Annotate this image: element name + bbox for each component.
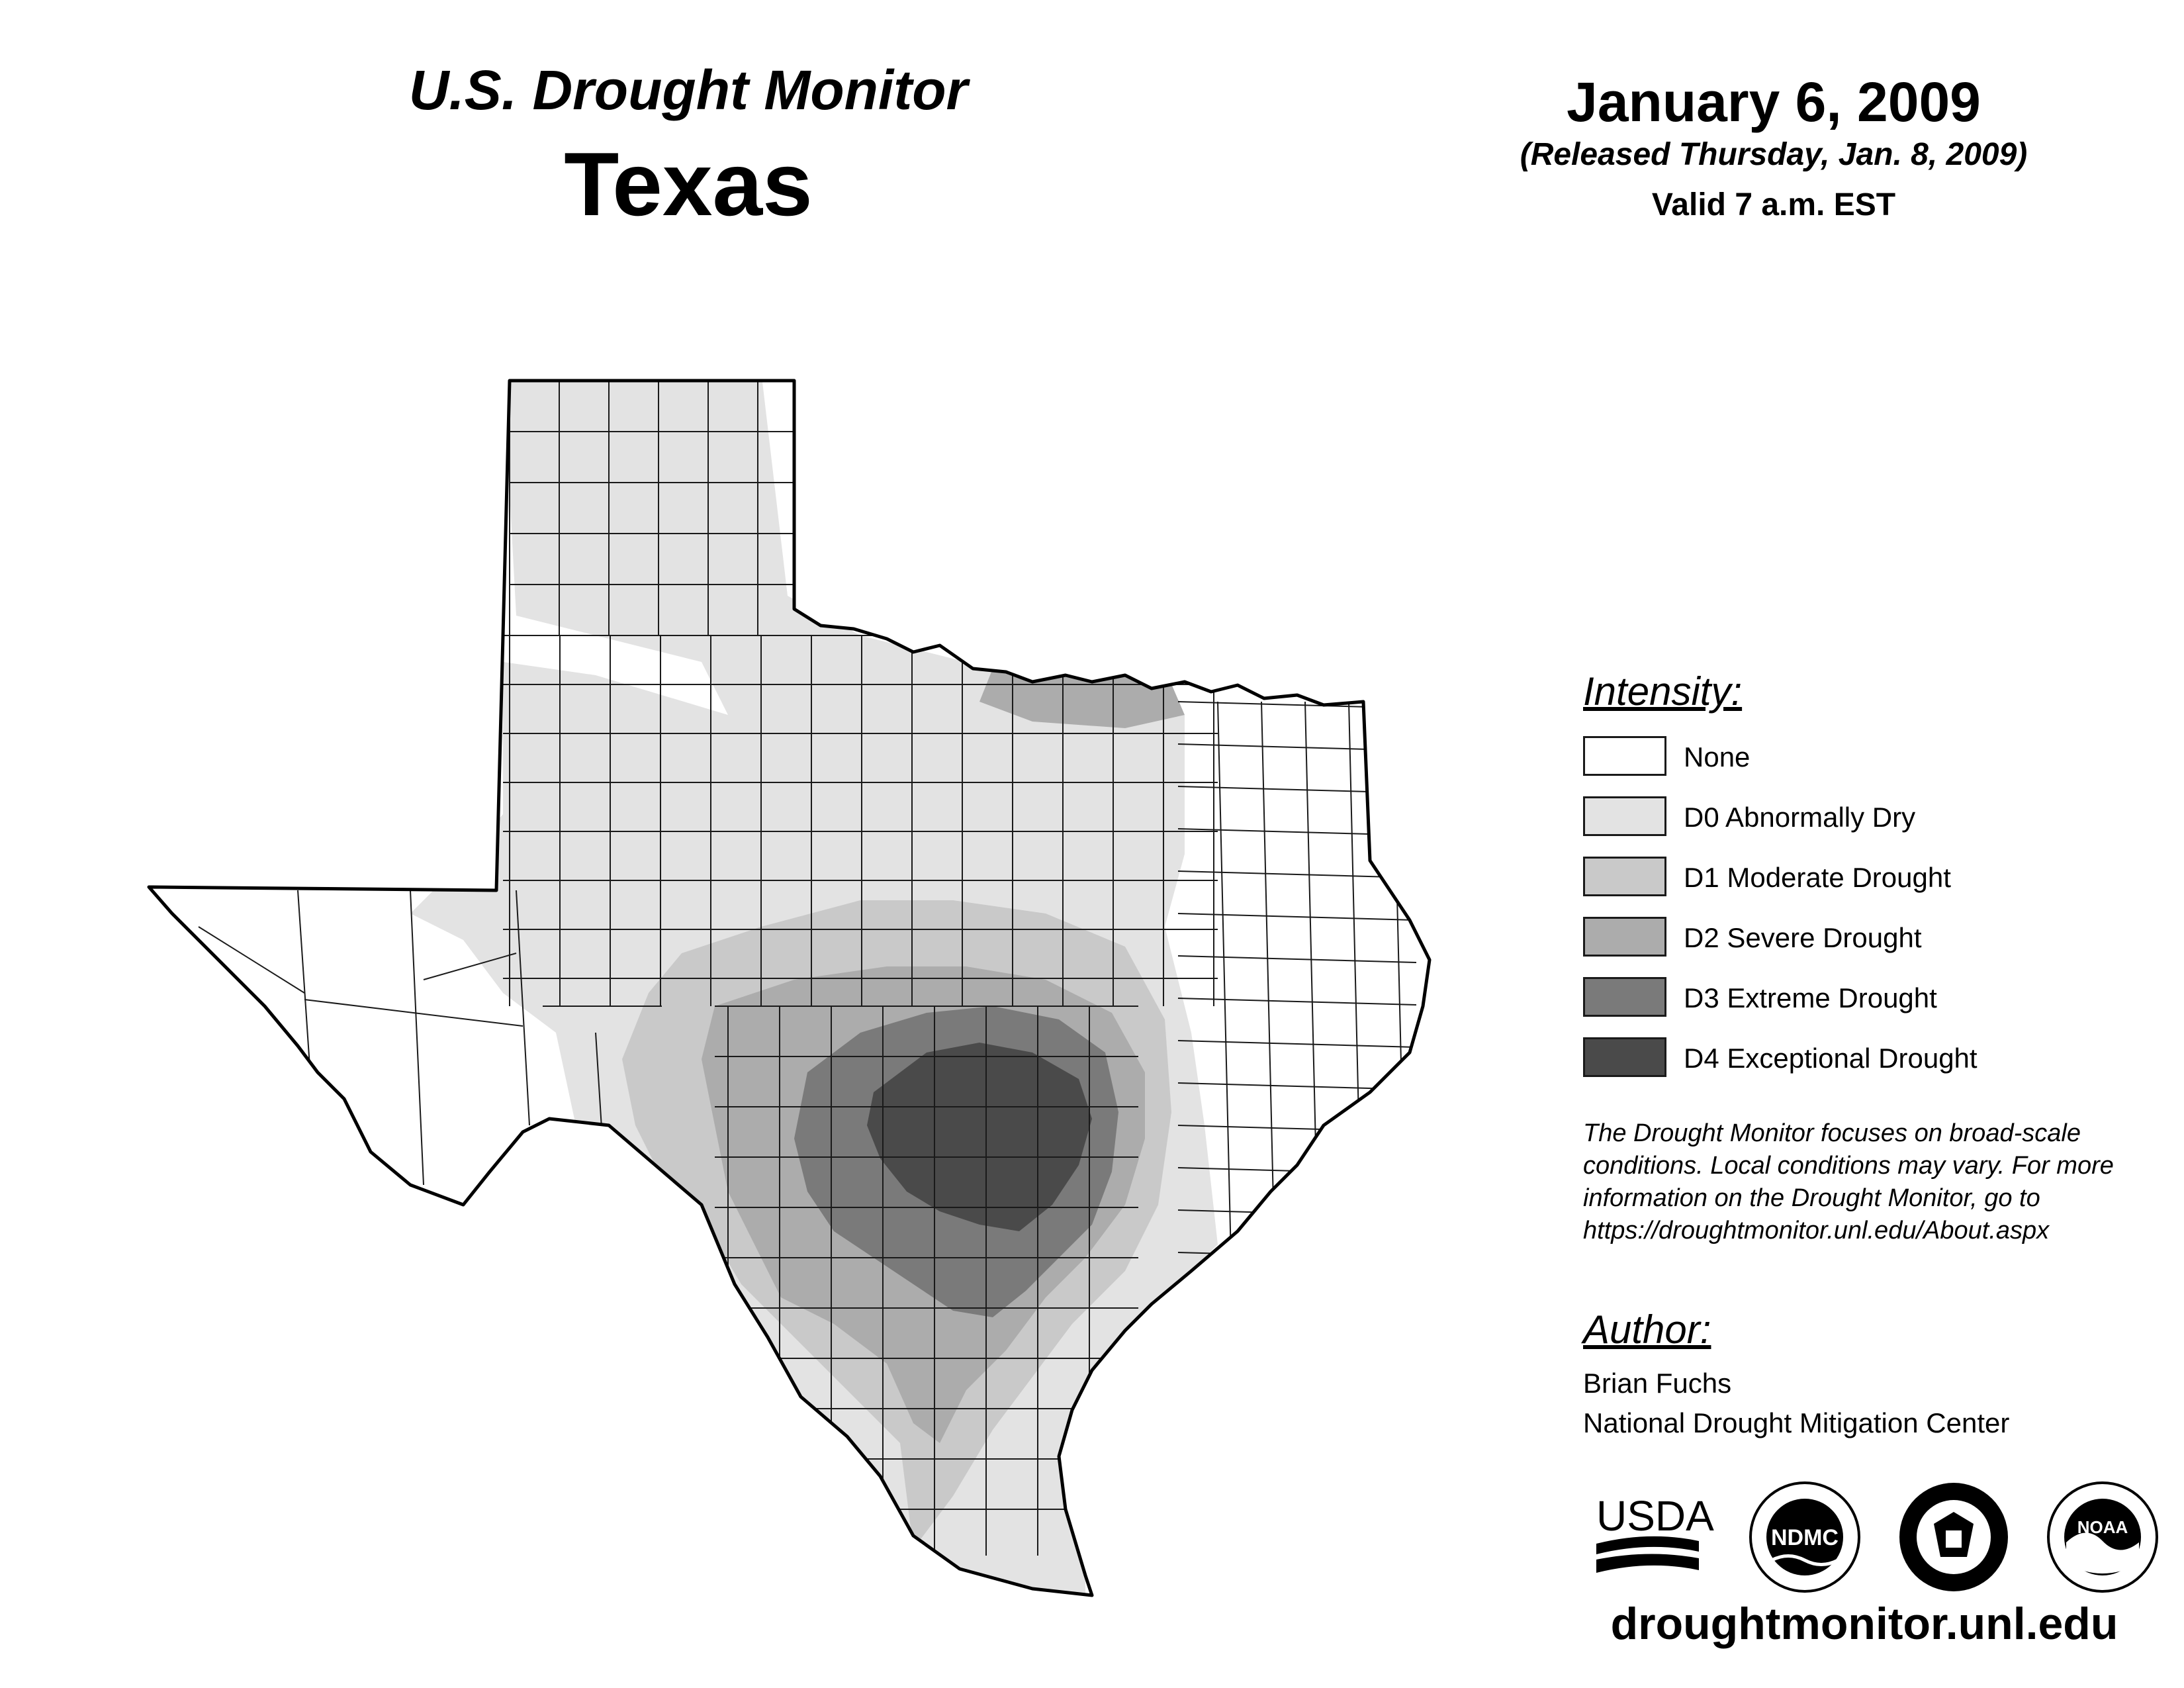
county-boundary (1177, 1040, 1417, 1048)
county-grid (198, 381, 1417, 1556)
drought-areas (198, 381, 1417, 1595)
county-boundary (304, 999, 523, 1027)
ndmc-logo-text: NDMC (1771, 1525, 1839, 1550)
ndmc-logo: NDMC (1749, 1481, 1860, 1593)
author-organization: National Drought Mitigation Center (1583, 1407, 2010, 1438)
legend-swatch (1583, 1037, 1666, 1077)
county-boundary (198, 926, 305, 994)
disclaimer-note: The Drought Monitor focuses on broad-sca… (1583, 1119, 2114, 1244)
county-boundary (410, 890, 424, 1186)
county-boundary (1177, 913, 1417, 921)
author-heading: Author: (1583, 1307, 1711, 1352)
legend-label: None (1684, 741, 1751, 773)
region-title: Texas (564, 134, 813, 234)
county-boundary (1177, 955, 1417, 963)
usda-logo: USDA (1596, 1492, 1714, 1573)
d4-area (867, 1043, 1092, 1231)
county-boundary (595, 1032, 603, 1139)
legend-swatch (1583, 977, 1666, 1017)
map-title: U.S. Drought Monitor (408, 59, 968, 121)
legend-heading: Intensity: (1583, 669, 1743, 714)
release-date: (Released Thursday, Jan. 8, 2009) (1520, 137, 2028, 172)
website-url[interactable]: droughtmonitor.unl.edu (1610, 1599, 2118, 1649)
noaa-logo-text: NOAA (2077, 1517, 2128, 1537)
county-boundary (1177, 998, 1417, 1006)
county-boundary (423, 953, 517, 980)
texas-drought-map (147, 379, 1432, 1597)
commerce-seal (1899, 1483, 2008, 1591)
legend-swatch (1583, 857, 1666, 896)
map-date: January 6, 2009 (1567, 71, 1981, 133)
legend-label: D3 Extreme Drought (1684, 982, 1937, 1013)
legend-swatch (1583, 736, 1666, 776)
county-boundary (1261, 701, 1275, 1258)
noaa-logo: NOAA (2047, 1481, 2158, 1593)
county-boundary (1217, 701, 1232, 1258)
county-boundary (297, 890, 312, 1086)
legend-swatch (1583, 796, 1666, 836)
legend-label: D0 Abnormally Dry (1684, 802, 1916, 833)
county-boundary (1177, 870, 1417, 878)
author-name: Brian Fuchs (1583, 1368, 1732, 1399)
legend-label: D1 Moderate Drought (1684, 862, 1951, 893)
legend-swatch (1583, 917, 1666, 957)
legend-label: D2 Severe Drought (1684, 922, 1922, 953)
legend-label: D4 Exceptional Drought (1684, 1043, 1978, 1074)
usda-logo-text: USDA (1596, 1492, 1714, 1540)
texas-state-outline (147, 379, 1432, 1597)
valid-time: Valid 7 a.m. EST (1651, 187, 1896, 222)
partner-logos: USDA NDMC NOAA (1596, 1481, 2158, 1593)
county-boundary (516, 890, 530, 1126)
